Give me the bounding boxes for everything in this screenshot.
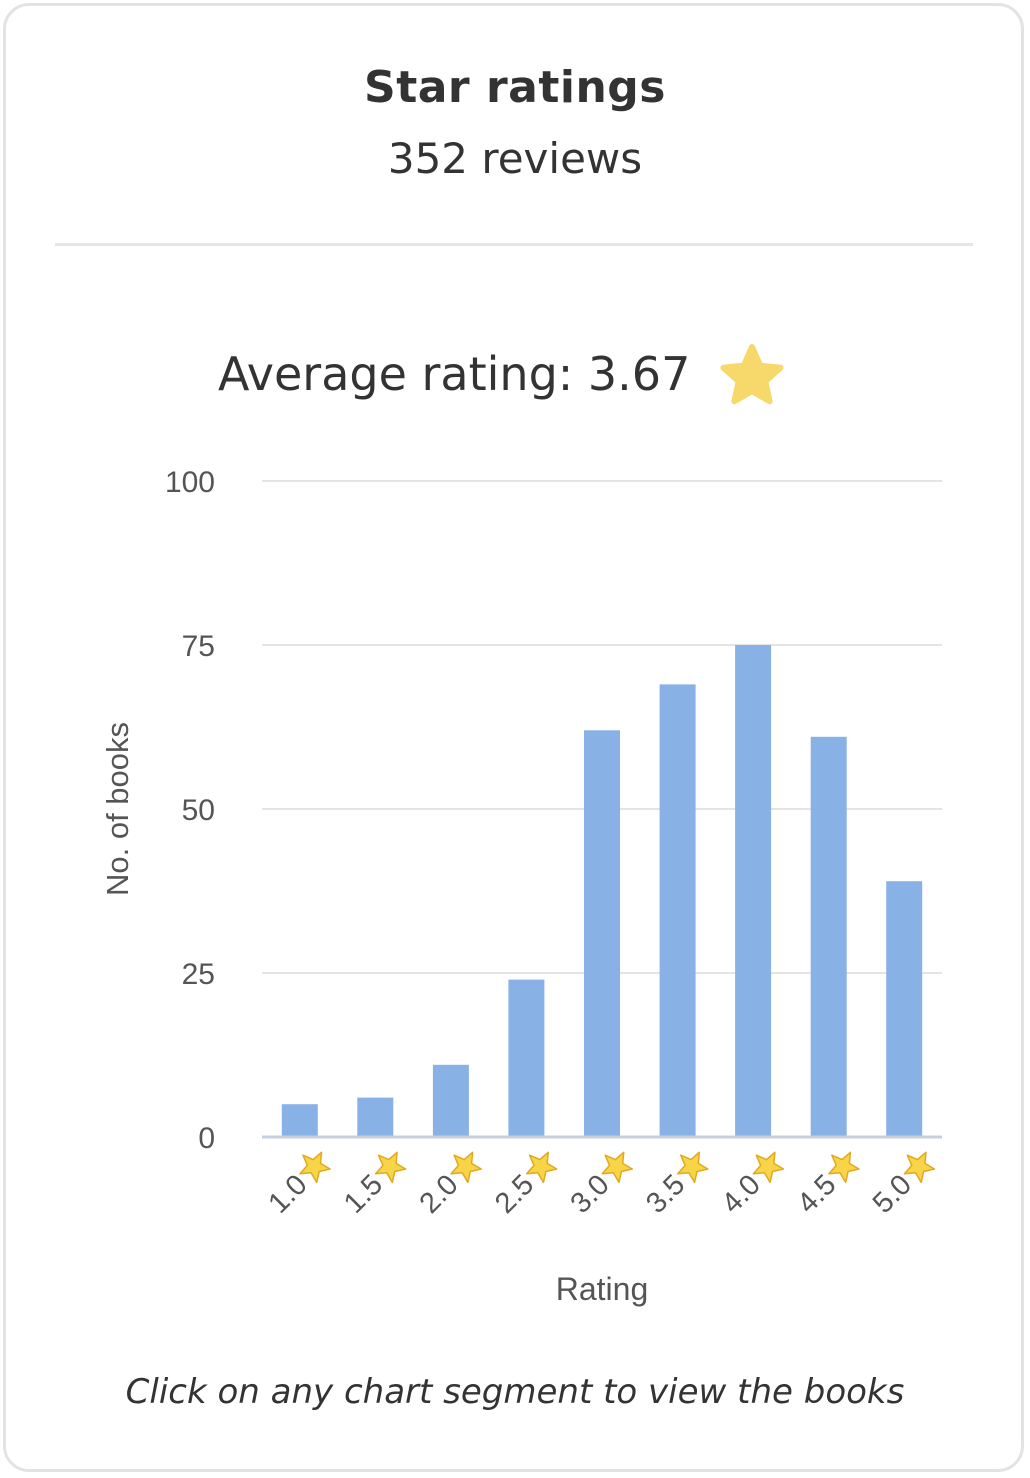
x-tick-label: 3.0 — [565, 1169, 616, 1220]
bar-4-0[interactable] — [735, 645, 772, 1137]
bar-2-5[interactable] — [508, 979, 545, 1137]
x-tick-label: 2.0 — [414, 1169, 465, 1220]
x-tick-label: 4.0 — [716, 1169, 767, 1220]
x-tick-label: 4.5 — [791, 1169, 842, 1220]
bar-3-5[interactable] — [659, 684, 696, 1137]
star-icon — [716, 340, 788, 408]
x-tick-1-0: 1.0 — [262, 1151, 331, 1220]
x-tick-label: 2.5 — [489, 1169, 540, 1220]
x-tick-5-0: 5.0 — [867, 1151, 936, 1220]
x-tick-label: 5.0 — [867, 1169, 918, 1220]
star-icon — [828, 1151, 860, 1184]
x-tick-4-0: 4.0 — [716, 1151, 785, 1220]
x-tick-3-0: 3.0 — [565, 1151, 634, 1220]
bar-4-5[interactable] — [810, 736, 847, 1137]
x-axis-ticks: 1.0 1.5 2.0 2.5 3.0 3.5 4.0 4.5 5.0 — [262, 1151, 936, 1220]
x-tick-2-0: 2.0 — [414, 1151, 482, 1220]
y-tick-label: 75 — [182, 630, 215, 663]
x-tick-1-5: 1.5 — [338, 1151, 407, 1220]
star-icon — [601, 1151, 634, 1184]
average-rating-label: Average rating: 3.67 — [218, 347, 691, 401]
divider — [55, 243, 973, 246]
x-axis-label: Rating — [556, 1271, 649, 1307]
star-icon — [299, 1151, 331, 1184]
y-tick-label: 25 — [182, 958, 215, 991]
star-icon — [903, 1151, 936, 1184]
star-icon — [450, 1151, 482, 1184]
y-tick-label: 0 — [198, 1122, 215, 1155]
bar-2-0[interactable] — [432, 1064, 469, 1137]
bar-5-0[interactable] — [886, 881, 923, 1137]
average-rating: Average rating: 3.67 — [218, 340, 788, 408]
x-tick-label: 1.5 — [338, 1169, 389, 1220]
bar-3-0[interactable] — [584, 730, 620, 1137]
star-icon — [525, 1151, 558, 1184]
x-tick-label: 1.0 — [262, 1169, 313, 1220]
chart-hint: Click on any chart segment to view the b… — [125, 1372, 905, 1412]
star-icon — [752, 1151, 785, 1184]
card-title: Star ratings — [364, 62, 666, 113]
y-tick-label: 100 — [165, 466, 215, 499]
x-tick-2-5: 2.5 — [489, 1151, 558, 1220]
y-axis-ticks: 0 25 50 75 100 — [165, 466, 215, 1155]
star-icon — [374, 1151, 407, 1184]
x-tick-3-5: 3.5 — [640, 1151, 709, 1220]
ratings-card — [3, 3, 1024, 1472]
rating-bar-chart: 0 25 50 75 100 1.0 1.5 2.0 2.5 3.0 3.5 4.0 4.5 5.0 N… — [100, 466, 942, 1307]
y-axis-label: No. of books — [100, 722, 135, 896]
bar-1-5[interactable] — [357, 1097, 394, 1137]
bar-1-0[interactable] — [281, 1104, 318, 1137]
x-tick-4-5: 4.5 — [791, 1151, 860, 1220]
star-icon — [677, 1151, 709, 1184]
y-tick-label: 50 — [182, 794, 215, 827]
review-count: 352 reviews — [387, 134, 643, 183]
x-tick-label: 3.5 — [640, 1169, 691, 1220]
bars — [281, 645, 923, 1137]
